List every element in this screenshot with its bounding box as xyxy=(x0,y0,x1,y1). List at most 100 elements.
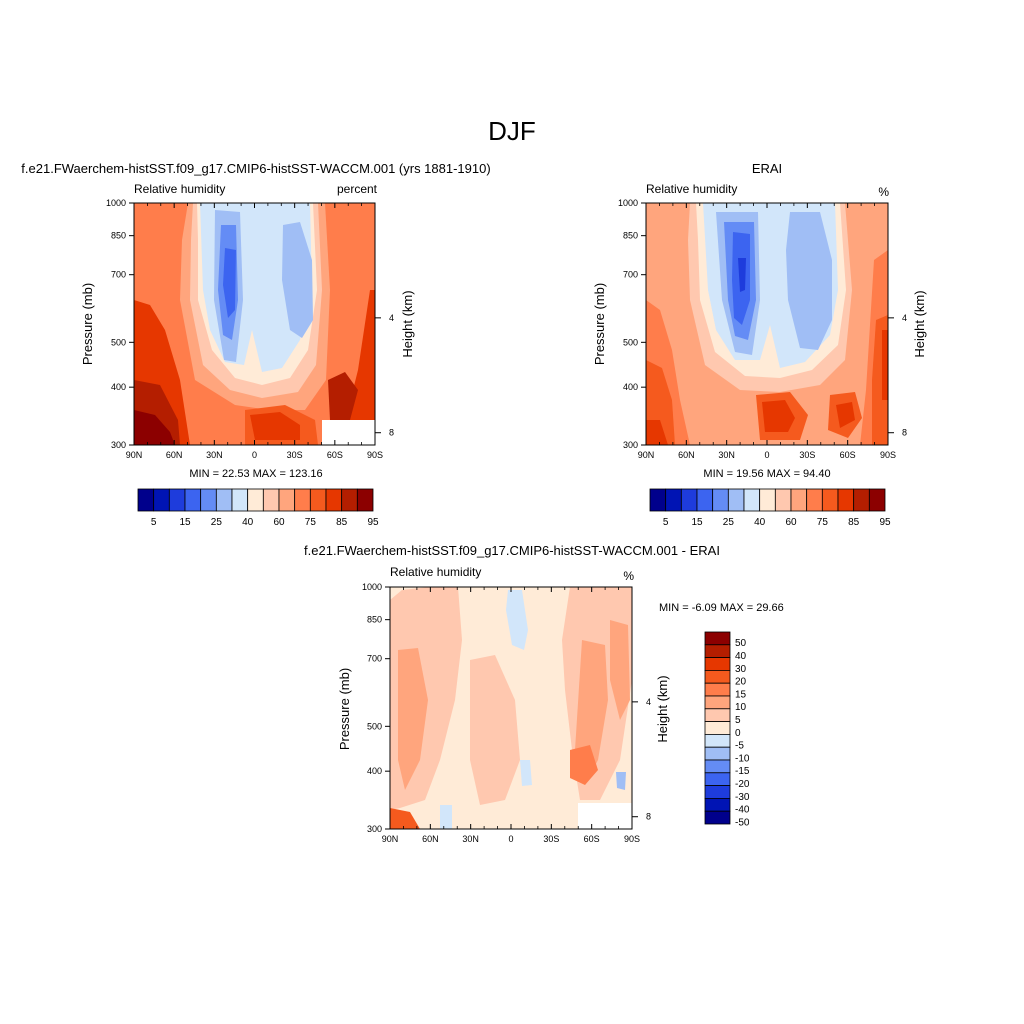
colorbar-label: 40 xyxy=(754,517,766,528)
height-tick-label: 4 xyxy=(389,313,394,323)
colorbar-label: -50 xyxy=(735,817,750,828)
colorbar-box xyxy=(868,488,886,512)
y-tick-label: 300 xyxy=(623,440,638,450)
x-tick-label: 30N xyxy=(462,834,479,844)
y-tick-label: 300 xyxy=(111,440,126,450)
colorbar-box xyxy=(665,488,682,512)
y-tick-label: 500 xyxy=(367,721,382,731)
colorbar-label: -40 xyxy=(735,805,750,816)
panel-erai-ylabel: Pressure (mb) xyxy=(592,283,607,365)
colorbar-box xyxy=(704,810,731,825)
height-tick-label: 4 xyxy=(646,697,651,707)
colorbar-box xyxy=(168,488,186,512)
panel-erai-axes: 90N 60N 30N 0 30S 60S 90S 300 400 500 700 850 1000 8 4 xyxy=(618,198,907,460)
panel-erai-title: ERAI xyxy=(752,161,782,176)
panel-diff-left-label: Relative humidity xyxy=(390,565,481,579)
colorbar-box xyxy=(153,488,170,512)
colorbar-label: 15 xyxy=(735,689,747,700)
colorbar-box xyxy=(262,488,280,512)
colorbar-label: 50 xyxy=(735,638,747,649)
x-tick-label: 60N xyxy=(422,834,439,844)
colorbar-box xyxy=(704,708,731,722)
panel-erai-ylabel-right: Height (km) xyxy=(912,290,927,357)
colorbar-box xyxy=(184,488,202,512)
colorbar-label: 85 xyxy=(336,517,348,528)
panel-model-ylabel: Pressure (mb) xyxy=(80,283,95,365)
colorbar-box xyxy=(247,488,264,512)
panel-diff-right-label: % xyxy=(623,569,634,583)
panel-model-axes: 90N 60N 30N 0 30S 60S 90S 300 400 500 700 850 1000 8 4 xyxy=(106,198,394,460)
colorbar-label: 25 xyxy=(723,517,735,528)
colorbar-label: 75 xyxy=(305,517,317,528)
colorbar-label: 5 xyxy=(735,715,741,726)
panel-model: f.e21.FWaerchem-histSST.f09_g17.CMIP6-hi… xyxy=(21,161,490,528)
colorbar-label: 20 xyxy=(735,677,747,688)
colorbar-label: 0 xyxy=(735,728,741,739)
colorbar-box xyxy=(200,488,217,512)
colorbar-label: 75 xyxy=(817,517,829,528)
panel-diff-field xyxy=(390,587,632,829)
colorbar-box xyxy=(325,488,343,512)
colorbar-box xyxy=(704,798,731,812)
panel-erai-left-label: Relative humidity xyxy=(646,182,737,196)
colorbar-box xyxy=(231,488,249,512)
y-tick-label: 500 xyxy=(623,337,638,347)
colorbar-label: -30 xyxy=(735,792,750,803)
colorbar-label: 60 xyxy=(785,517,797,528)
colorbar-box xyxy=(294,488,311,512)
panel-diff-ylabel-right: Height (km) xyxy=(655,675,670,742)
colorbar-box xyxy=(727,488,745,512)
colorbar-label: 95 xyxy=(367,517,379,528)
x-tick-label: 90N xyxy=(638,450,655,460)
colorbar-box xyxy=(696,488,714,512)
y-tick-label: 700 xyxy=(111,270,126,280)
panel-model-field xyxy=(134,203,375,445)
colorbar-box xyxy=(680,488,698,512)
colorbar-box xyxy=(137,488,155,512)
panel-model-title: f.e21.FWaerchem-histSST.f09_g17.CMIP6-hi… xyxy=(21,161,490,176)
panel-diff-axes: 90N 60N 30N 0 30S 60S 90S 300 400 500 700 850 1000 8 4 xyxy=(362,582,651,844)
colorbar-box xyxy=(774,488,792,512)
x-tick-label: 60N xyxy=(678,450,695,460)
colorbar-label: 40 xyxy=(242,517,254,528)
panel-model-right-label: percent xyxy=(337,182,378,196)
y-tick-label: 400 xyxy=(367,766,382,776)
colorbar-box xyxy=(821,488,839,512)
y-tick-label: 1000 xyxy=(106,198,126,208)
colorbar-label: 95 xyxy=(879,517,891,528)
y-tick-label: 400 xyxy=(623,382,638,392)
colorbar-box xyxy=(356,488,374,512)
colorbar-box xyxy=(704,785,731,799)
colorbar-label: 40 xyxy=(735,651,747,662)
colorbar-box xyxy=(704,631,731,646)
colorbar-box xyxy=(806,488,823,512)
x-tick-label: 90S xyxy=(624,834,640,844)
colorbar-label: 10 xyxy=(735,702,747,713)
panel-model-colorbar: 5 15 25 40 60 75 85 95 xyxy=(137,488,379,528)
colorbar-label: -20 xyxy=(735,779,750,790)
x-tick-label: 0 xyxy=(252,450,257,460)
colorbar-box xyxy=(853,488,870,512)
x-tick-label: 30N xyxy=(718,450,735,460)
colorbar-box xyxy=(704,721,731,735)
panel-diff-title: f.e21.FWaerchem-histSST.f09_g17.CMIP6-hi… xyxy=(304,543,720,558)
x-tick-label: 30S xyxy=(543,834,559,844)
x-tick-label: 0 xyxy=(764,450,769,460)
panel-erai-right-label: % xyxy=(878,185,889,199)
height-tick-label: 8 xyxy=(902,428,907,438)
colorbar-box xyxy=(704,670,731,684)
y-tick-label: 400 xyxy=(111,382,126,392)
y-tick-label: 850 xyxy=(623,231,638,241)
colorbar-box xyxy=(704,695,731,710)
panel-diff: f.e21.FWaerchem-histSST.f09_g17.CMIP6-hi… xyxy=(304,543,784,844)
colorbar-label: 60 xyxy=(273,517,285,528)
colorbar-box xyxy=(837,488,855,512)
y-tick-label: 700 xyxy=(367,654,382,664)
colorbar-box xyxy=(704,772,731,786)
x-tick-label: 60S xyxy=(327,450,343,460)
colorbar-box xyxy=(704,734,731,748)
y-tick-label: 300 xyxy=(367,824,382,834)
colorbar-label: 15 xyxy=(179,517,191,528)
x-tick-label: 90N xyxy=(382,834,399,844)
